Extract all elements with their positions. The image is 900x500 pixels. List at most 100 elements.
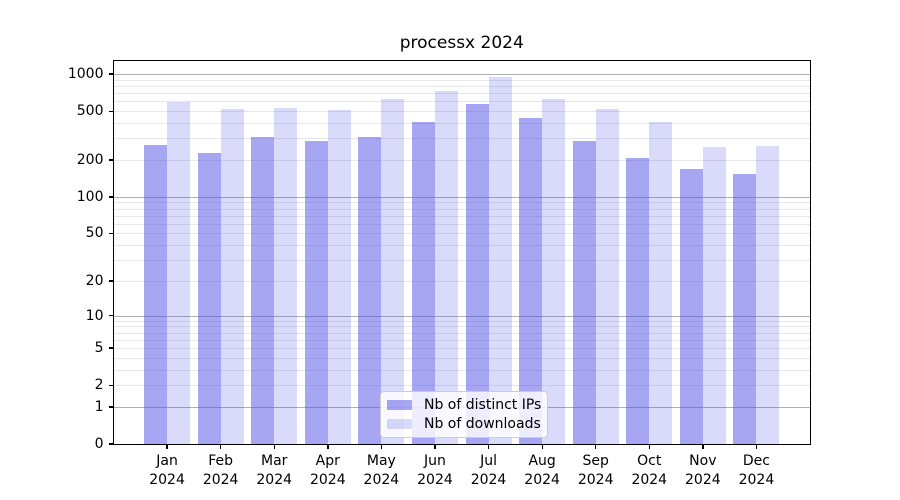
y-tick-label-100: 100: [76, 188, 104, 205]
minor-gridline-7: [113, 332, 810, 334]
x-tick-label-feb: Feb 2024: [202, 453, 239, 488]
y-tick-5: [108, 347, 114, 349]
x-tick-nov: [702, 444, 704, 449]
bar-jan-downloads: [167, 102, 191, 444]
minor-gridline-20: [113, 280, 810, 282]
minor-gridline-4: [113, 357, 810, 359]
y-tick-1: [108, 406, 114, 408]
bar-aug-distinct-ips: [519, 118, 543, 444]
bar-jun-downloads: [434, 90, 458, 444]
x-tick-label-oct: Oct 2024: [631, 453, 668, 488]
x-tick-apr: [327, 444, 329, 449]
bar-feb-distinct-ips: [197, 153, 221, 444]
bar-dec-downloads: [756, 145, 780, 444]
x-tick-jan: [166, 444, 168, 449]
x-tick-label-apr: Apr 2024: [309, 453, 346, 488]
bar-may-distinct-ips: [358, 137, 382, 444]
x-tick-dec: [755, 444, 758, 449]
legend-label-distinct-ips: Nb of distinct IPs: [424, 397, 542, 413]
y-tick-label-50: 50: [85, 225, 104, 242]
minor-gridline-500: [113, 111, 810, 113]
bar-apr-downloads: [327, 109, 351, 444]
minor-gridline-70: [113, 215, 810, 217]
minor-gridline-8: [113, 326, 810, 328]
legend-row-distinct-ips: Nb of distinct IPs: [387, 397, 541, 413]
minor-gridline-3: [113, 369, 810, 371]
x-tick-label-sep: Sep 2024: [577, 453, 614, 488]
bar-nov-downloads: [702, 146, 726, 444]
y-tick-500: [108, 110, 114, 112]
y-tick-label-1: 1: [94, 398, 104, 415]
minor-gridline-30: [113, 260, 810, 262]
bar-oct-distinct-ips: [626, 157, 650, 444]
bar-sep-downloads: [595, 109, 619, 444]
bar-mar-distinct-ips: [251, 137, 275, 444]
x-tick-mar: [273, 444, 275, 449]
bar-apr-distinct-ips: [304, 140, 328, 444]
bar-oct-downloads: [649, 121, 673, 444]
x-tick-jun: [434, 444, 436, 449]
y-tick-label-500: 500: [76, 103, 104, 120]
minor-gridline-700: [113, 93, 810, 95]
minor-gridline-90: [113, 202, 810, 204]
y-tick-0: [108, 443, 114, 445]
major-gridline-1000: [113, 74, 810, 76]
x-tick-jul: [487, 444, 490, 449]
x-tick-label-nov: Nov 2024: [685, 453, 721, 488]
x-tick-may: [380, 444, 383, 449]
bar-nov-distinct-ips: [679, 169, 703, 444]
y-tick-label-2: 2: [94, 377, 104, 394]
bar-feb-downloads: [220, 109, 244, 444]
minor-gridline-800: [113, 85, 810, 87]
bar-jun-distinct-ips: [411, 122, 435, 444]
minor-gridline-6: [113, 339, 810, 341]
x-tick-label-mar: Mar 2024: [256, 453, 293, 488]
plot-area: [113, 61, 810, 444]
bar-dec-distinct-ips: [733, 173, 757, 444]
x-tick-label-jun: Jun 2024: [417, 453, 453, 488]
minor-gridline-80: [113, 208, 810, 210]
y-tick-200: [108, 159, 114, 161]
minor-gridline-200: [113, 160, 810, 162]
y-tick-2: [108, 384, 114, 386]
legend-label-downloads: Nb of downloads: [424, 416, 541, 432]
minor-gridline-60: [113, 223, 810, 225]
y-tick-20: [108, 280, 114, 282]
bar-jan-distinct-ips: [144, 145, 168, 444]
bar-mar-downloads: [274, 107, 298, 444]
minor-gridline-600: [113, 101, 810, 103]
major-gridline-100: [113, 196, 810, 198]
x-tick-oct: [648, 444, 650, 449]
y-tick-label-10: 10: [85, 307, 104, 324]
legend-swatch-distinct-ips: [387, 400, 412, 410]
x-tick-label-jul: Jul 2024: [470, 453, 507, 488]
minor-gridline-2: [113, 385, 810, 387]
bar-may-downloads: [381, 98, 405, 444]
y-tick-10: [108, 314, 114, 317]
y-tick-label-20: 20: [85, 272, 104, 289]
bar-sep-distinct-ips: [572, 140, 596, 444]
x-tick-label-may: May 2024: [363, 453, 400, 488]
x-tick-label-aug: Aug 2024: [524, 453, 560, 488]
x-tick-label-dec: Dec 2024: [738, 453, 775, 488]
legend-row-downloads: Nb of downloads: [387, 416, 541, 432]
minor-gridline-900: [113, 79, 810, 81]
y-tick-1000: [108, 73, 114, 75]
x-tick-aug: [541, 444, 543, 449]
x-tick-label-jan: Jan 2024: [149, 453, 185, 488]
bar-jul-downloads: [488, 77, 512, 444]
y-tick-50: [108, 232, 114, 235]
minor-gridline-9: [113, 320, 810, 322]
x-tick-sep: [595, 444, 597, 449]
minor-gridline-5: [113, 348, 810, 350]
minor-gridline-400: [113, 123, 810, 125]
minor-gridline-40: [113, 245, 810, 247]
bar-aug-downloads: [542, 98, 566, 444]
y-tick-label-0: 0: [94, 436, 104, 452]
bar-jul-distinct-ips: [465, 103, 489, 444]
legend-swatch-downloads: [387, 419, 412, 429]
y-tick-100: [108, 196, 114, 198]
chart-title: processx 2024: [399, 33, 524, 53]
minor-gridline-300: [113, 138, 810, 140]
